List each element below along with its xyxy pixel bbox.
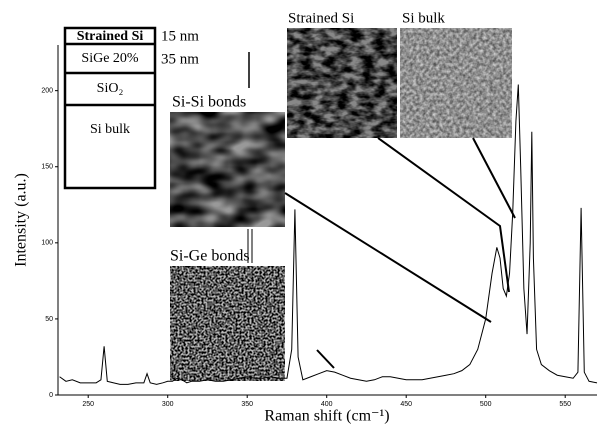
inset-si-ge — [170, 266, 285, 381]
inset-si-si — [170, 112, 285, 227]
leader-line — [316, 349, 335, 369]
x-tick-label: 550 — [559, 401, 571, 408]
spectrum-line — [59, 84, 598, 385]
leader-line — [377, 137, 510, 293]
thickness-label: 35 nm — [161, 51, 199, 67]
layer-label: SiGe 20% — [81, 51, 139, 66]
x-tick-label: 450 — [400, 401, 412, 408]
y-tick-label: 200 — [41, 87, 53, 94]
axes — [57, 45, 597, 396]
leader-line — [284, 192, 492, 323]
leader-lines — [247, 137, 516, 369]
inset-strained — [287, 28, 397, 138]
x-tick-label: 250 — [82, 401, 94, 408]
layer-stack — [63, 26, 157, 190]
x-tick-label: 300 — [162, 401, 174, 408]
leader-line — [472, 137, 516, 219]
inset-label: Si bulk — [402, 10, 445, 26]
inset-label: Si-Ge bonds — [170, 248, 250, 265]
x-tick-label: 350 — [241, 401, 253, 408]
layer-label: Strained Si — [77, 29, 144, 44]
insets — [170, 28, 512, 381]
x-tick-label: 400 — [321, 401, 333, 408]
y-tick-label: 150 — [41, 164, 53, 171]
inset-label: Strained Si — [288, 10, 354, 26]
inset-label: Si-Si bonds — [172, 94, 246, 111]
y-tick-label: 100 — [41, 240, 53, 247]
layer-label: Si bulk — [90, 122, 130, 137]
layer-label: SiO₂ — [97, 81, 124, 96]
x-axis-label: Raman shift (cm⁻¹) — [264, 408, 389, 425]
y-tick-label: 0 — [49, 392, 53, 399]
y-axis-label: Intensity (a.u.) — [13, 173, 30, 267]
x-tick-label: 500 — [480, 401, 492, 408]
thickness-label: 15 nm — [161, 28, 199, 44]
y-tick-label: 50 — [45, 316, 53, 323]
inset-bulk — [400, 28, 512, 138]
stack-box — [63, 26, 157, 190]
